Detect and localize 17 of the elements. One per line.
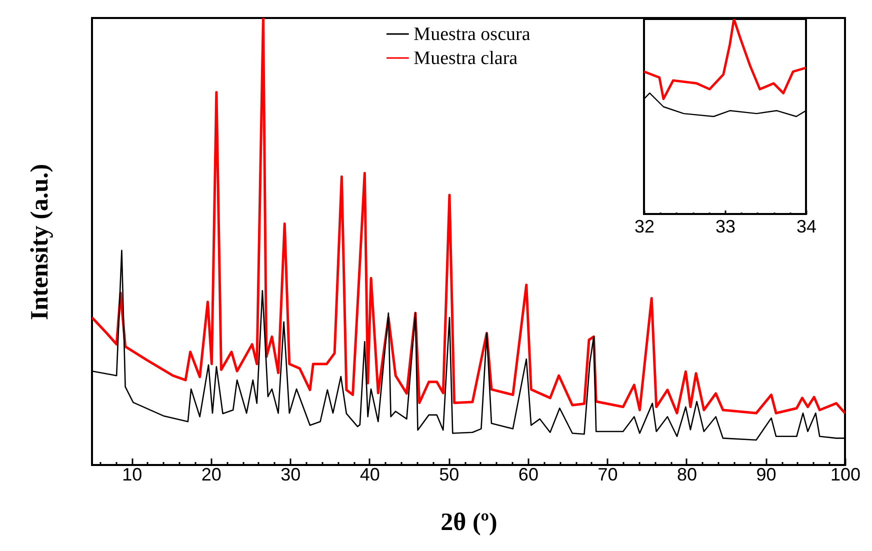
y-axis-title: Intensity (a.u.) (26, 164, 54, 320)
x-tick-label: 40 (360, 464, 380, 484)
x-tick-label: 32 (634, 216, 655, 236)
x-axis-title: 2θ (º) (440, 509, 498, 536)
legend-label: Muestra oscura (414, 24, 531, 45)
x-tick-label: 70 (598, 464, 618, 484)
x-tick-label: 10 (122, 464, 142, 484)
x-tick-label: 100 (830, 464, 861, 484)
x-tick-label: 90 (756, 464, 776, 484)
x-tick-label: 80 (676, 464, 697, 484)
x-tick-label: 34 (796, 216, 817, 236)
x-tick-label: 60 (518, 464, 538, 484)
legend-label: Muestra clara (414, 48, 518, 69)
x-tick-label: 33 (715, 216, 736, 236)
x-tick-label: 50 (439, 464, 460, 484)
x-tick-label: 20 (201, 464, 222, 484)
x-tick-label: 30 (280, 464, 301, 484)
